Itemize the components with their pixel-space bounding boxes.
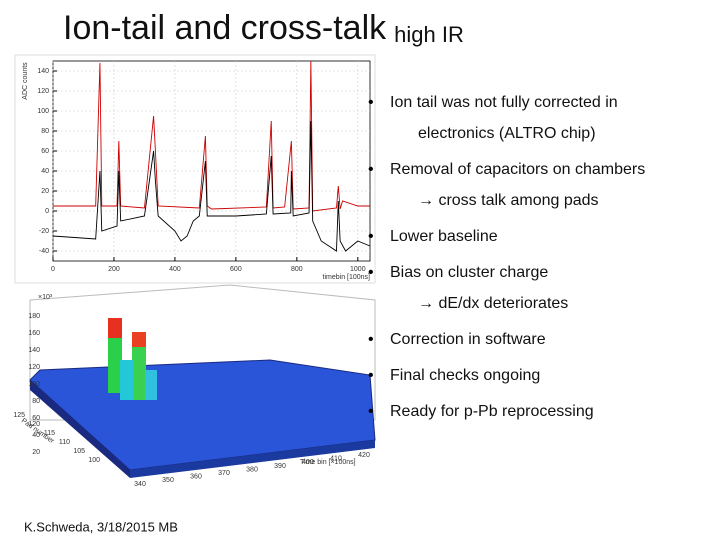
trace	[52, 120, 371, 252]
y-axis-label: ADC counts	[22, 62, 29, 100]
y-tick-label: 120	[37, 88, 49, 95]
bullet-text: Correction in software	[390, 331, 546, 348]
peak	[120, 360, 134, 400]
bullet-text: Ion tail was not fully corrected in	[390, 94, 618, 111]
z-tick-label: 60	[32, 415, 40, 422]
bullet-text: Final checks ongoing	[390, 367, 540, 384]
x-tick-label: 200	[108, 266, 120, 273]
time-tick-label: 380	[246, 466, 258, 473]
time-axis-label: Time bin [×100ns]	[300, 459, 356, 466]
y-tick-label: 100	[37, 108, 49, 115]
bullet-text: Bias on cluster charge	[390, 264, 548, 281]
pad-tick-label: 100	[88, 457, 100, 464]
z-tick-label: 140	[28, 347, 40, 354]
z-tick-label: 180	[28, 313, 40, 320]
peak	[145, 370, 157, 400]
z-tick-label: 20	[32, 449, 40, 456]
x-tick-label: 400	[169, 266, 181, 273]
y-tick-label: 20	[41, 188, 49, 195]
x-axis-label: timebin [100ns]	[323, 274, 371, 281]
bullet-dot: •	[368, 403, 374, 420]
lego-plot: ×10³204060801001201401601801001051101151…	[13, 284, 376, 488]
y-tick-label: 140	[37, 68, 49, 75]
title-main: Ion-tail and cross-talk	[63, 9, 387, 47]
time-tick-label: 340	[134, 481, 146, 488]
floor-edge	[130, 440, 375, 478]
pad-tick-label: 110	[59, 439, 70, 446]
footer: K.Schweda, 3/18/2015 MB	[24, 519, 178, 534]
bullet-text: Lower baseline	[390, 228, 498, 245]
peak-top	[132, 332, 146, 347]
pad-tick-label: 105	[73, 448, 85, 455]
time-tick-label: 420	[358, 452, 370, 459]
bullet-text: Ready for p-Pb reprocessing	[390, 403, 594, 420]
slide-title: Ion-tail and cross-talk high IR	[63, 9, 464, 47]
line-plot: -40 -20 0 20 40 60 80 100 120 140 0 200 400 600 800 100…	[22, 60, 371, 281]
peak	[132, 332, 146, 400]
bullet-list: • Ion tail was not fully corrected in elec…	[368, 94, 645, 420]
trace	[53, 60, 370, 212]
time-tick-label: 350	[162, 477, 174, 484]
bullet-dot: •	[368, 264, 374, 281]
y-tick-label: 80	[41, 128, 49, 135]
bullet-dot: •	[368, 161, 374, 178]
bullet-dot: •	[368, 331, 374, 348]
z-exponent: ×10³	[38, 294, 53, 301]
bullet-dot: •	[368, 228, 374, 245]
y-tick-label: 40	[41, 168, 49, 175]
bullet-continuation: electronics (ALTRO chip)	[418, 125, 596, 142]
z-tick-label: 40	[32, 432, 40, 439]
bullet-continuation: → cross talk among pads	[418, 192, 599, 209]
z-tick-label: 80	[32, 398, 40, 405]
time-tick-label: 370	[218, 470, 230, 477]
x-tick-label: 0	[51, 266, 55, 273]
bullet-dot: •	[368, 94, 374, 111]
time-tick-label: 410	[330, 456, 342, 463]
bullet-dot: •	[368, 367, 374, 384]
peak-top	[108, 318, 122, 338]
x-tick-label: 800	[291, 266, 303, 273]
title-suffix: high IR	[394, 22, 464, 47]
y-tick-label: 0	[45, 208, 49, 215]
y-tick-label: 60	[41, 148, 49, 155]
plot-frame	[14, 54, 376, 284]
pad-tick-label: 120	[28, 421, 40, 428]
x-tick-label: 600	[230, 266, 242, 273]
x-tick-label: 1000	[350, 266, 366, 273]
pad-tick-label: 115	[44, 430, 55, 437]
z-tick-label: 100	[28, 381, 40, 388]
bullet-text: Removal of capacitors on chambers	[390, 161, 645, 178]
z-tick-label: 160	[28, 330, 40, 337]
time-tick-label: 400	[302, 459, 314, 466]
pad-tick-label: 125	[13, 412, 25, 419]
floor-edge	[30, 380, 130, 478]
time-tick-label: 390	[274, 463, 286, 470]
y-tick-label: -40	[39, 248, 49, 255]
z-tick-label: 120	[28, 364, 40, 371]
time-tick-label: 360	[190, 474, 202, 481]
y-tick-label: -20	[39, 228, 49, 235]
bullet-continuation: → dE/dx deteriorates	[418, 295, 568, 312]
